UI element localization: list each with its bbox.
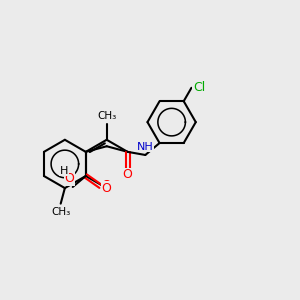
Text: NH: NH: [137, 142, 154, 152]
Text: O: O: [65, 172, 75, 185]
Text: CH₃: CH₃: [51, 207, 70, 217]
Text: CH₃: CH₃: [97, 111, 116, 121]
Text: O: O: [123, 168, 133, 181]
Text: O: O: [102, 179, 112, 193]
Text: O: O: [102, 182, 112, 195]
Text: Cl: Cl: [193, 81, 205, 94]
Text: H: H: [60, 166, 68, 176]
